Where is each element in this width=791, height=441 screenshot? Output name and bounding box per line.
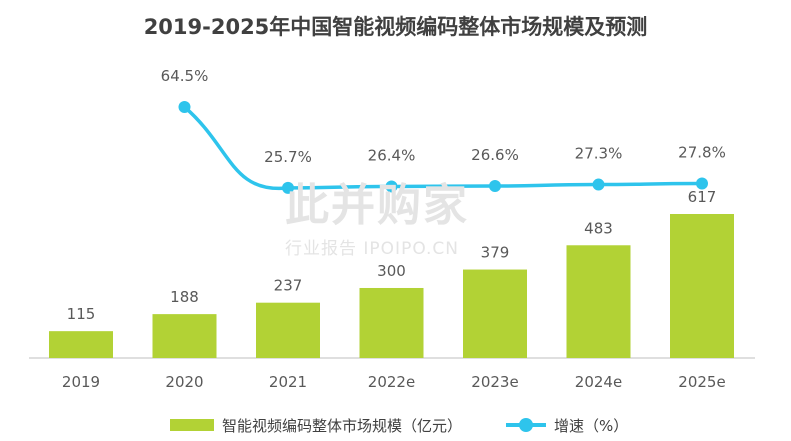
bar-2020 [152, 314, 217, 358]
bar-value-label-2022e: 300 [377, 262, 406, 280]
legend-item-market-size: 智能视频编码整体市场规模（亿元） [170, 415, 462, 436]
legend-swatch-line [506, 418, 547, 432]
x-tick-label-2019: 2019 [62, 373, 100, 391]
growth-point-2020 [178, 101, 191, 113]
bar-value-label-2019: 115 [67, 305, 96, 323]
growth-label-2024e: 27.3% [575, 145, 623, 163]
bar-2023e [463, 269, 527, 358]
growth-label-2020: 64.5% [161, 67, 209, 85]
legend-label-market-size: 智能视频编码整体市场规模（亿元） [222, 416, 463, 435]
x-tick-label-2022e: 2022e [368, 373, 415, 391]
growth-point-2024e [592, 178, 605, 191]
x-tick-label-2020: 2020 [165, 373, 203, 391]
legend-swatch-bar [170, 419, 214, 431]
bar-2024e [566, 245, 631, 358]
growth-point-2022e [385, 180, 398, 193]
legend-label-growth: 增速（%） [554, 416, 629, 435]
bar-2021 [256, 302, 320, 358]
bar-value-label-2025e: 617 [688, 188, 717, 206]
x-tick-label-2024e: 2024e [575, 373, 622, 391]
x-tick-label-2025e: 2025e [678, 373, 725, 391]
growth-label-2022e: 26.4% [368, 146, 416, 164]
chart-legend: 智能视频编码整体市场规模（亿元） 增速（%） [170, 413, 672, 437]
bar-value-label-2020: 188 [170, 288, 199, 306]
bar-2022e [359, 287, 424, 358]
legend-item-growth: 增速（%） [506, 415, 628, 436]
x-tick-label-2023e: 2023e [471, 373, 518, 391]
bar-2019 [49, 331, 113, 358]
bar-value-label-2021: 237 [274, 277, 303, 295]
growth-label-2025e: 27.8% [678, 144, 726, 162]
bar-value-label-2023e: 379 [481, 244, 510, 262]
bar-2025e [670, 214, 734, 358]
growth-point-2021 [282, 181, 294, 194]
growth-label-2021: 25.7% [264, 148, 312, 166]
chart-title: 2019-2025年中国智能视频编码整体市场规模及预测 [143, 15, 648, 39]
bar-value-label-2024e: 483 [584, 219, 613, 237]
growth-point-2025e [696, 177, 708, 190]
growth-point-2023e [489, 180, 501, 193]
growth-label-2023e: 26.6% [471, 146, 519, 164]
x-tick-label-2021: 2021 [269, 373, 307, 391]
growth-rate-line [183, 105, 703, 191]
